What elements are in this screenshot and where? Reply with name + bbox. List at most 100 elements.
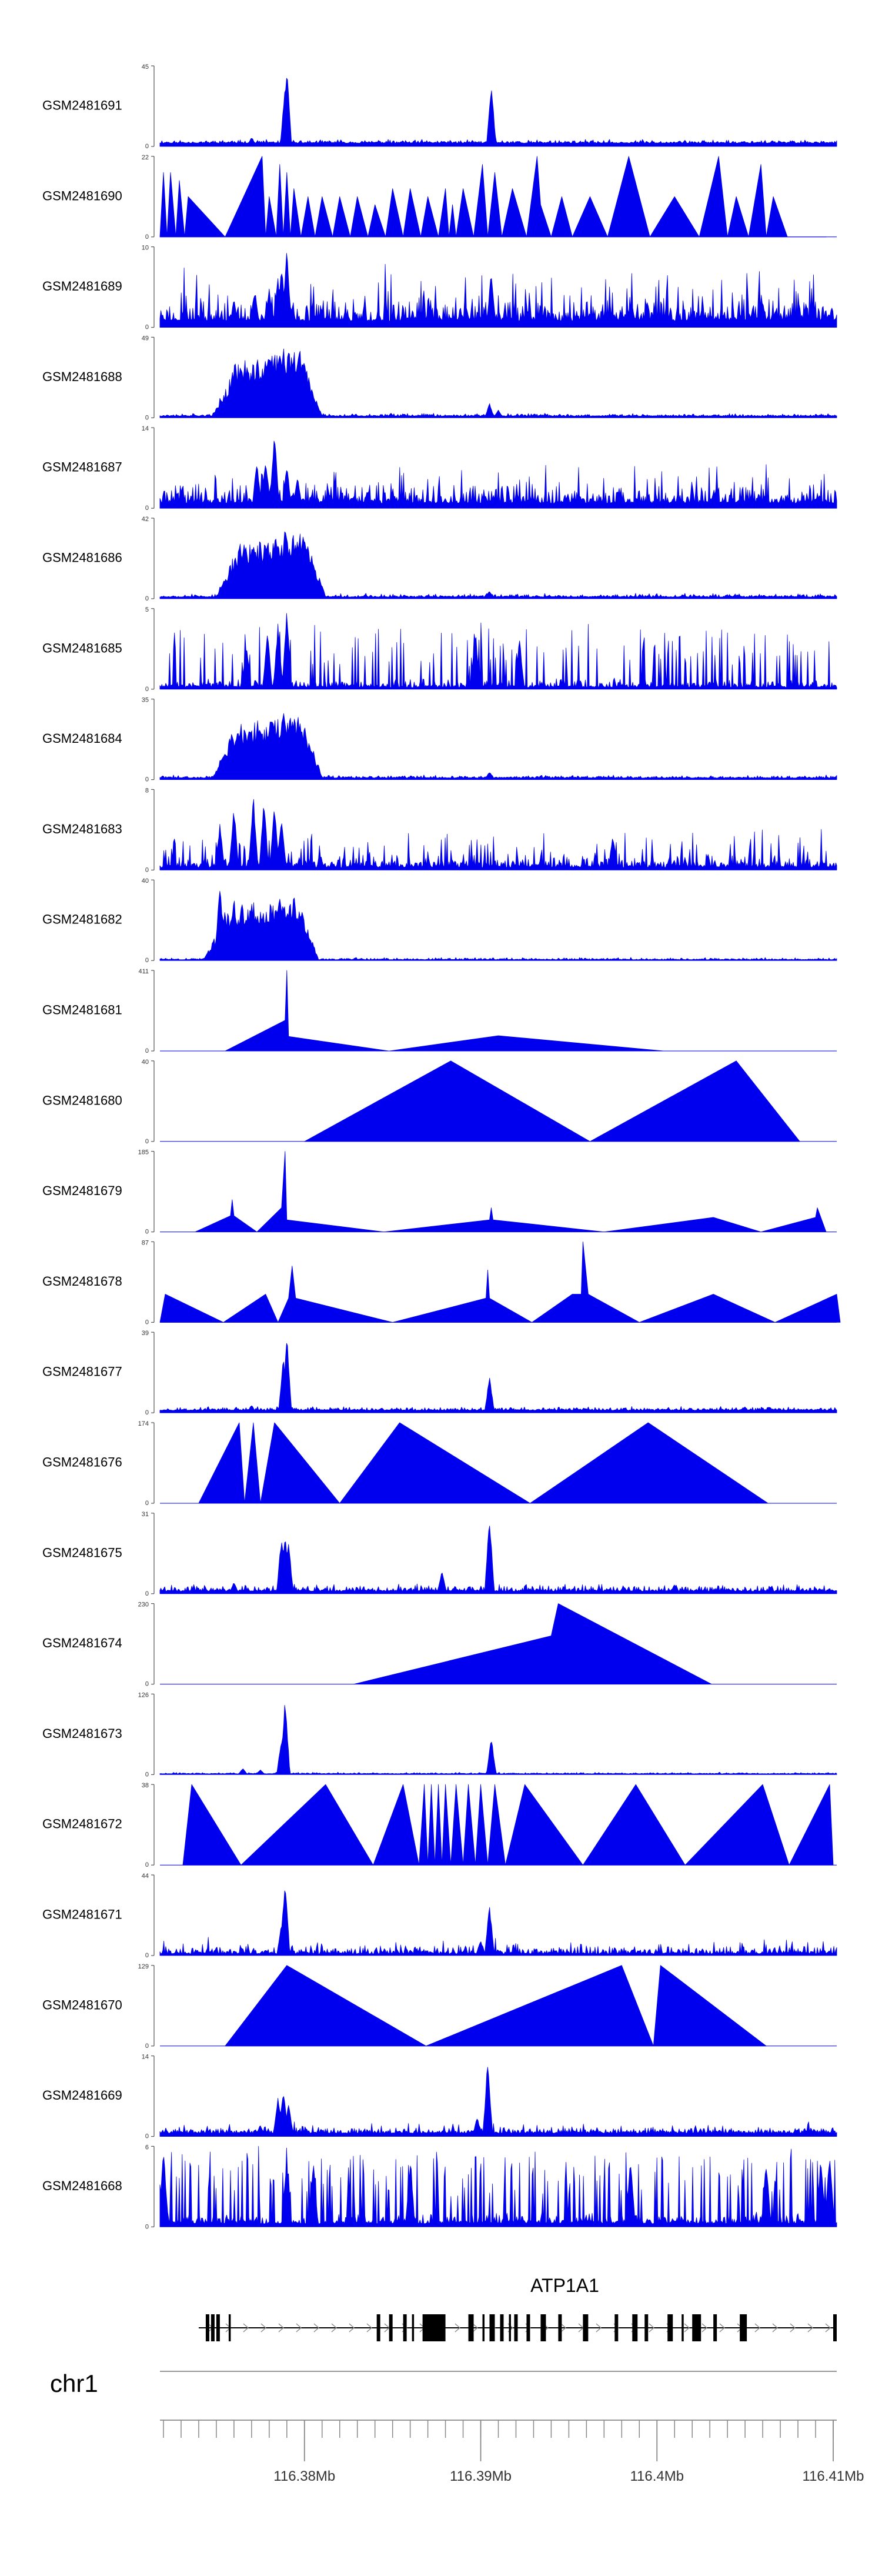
track-label: GSM2481688 xyxy=(42,369,122,384)
strand-arrow-icon xyxy=(349,2323,355,2333)
track-label: GSM2481675 xyxy=(42,1545,122,1560)
track-GSM2481685: GSM2481685 5 0 xyxy=(42,606,837,693)
y-tick-label-zero: 0 xyxy=(145,233,149,241)
exon-block xyxy=(509,2314,511,2341)
coverage-area xyxy=(159,441,837,509)
y-tick-label-zero: 0 xyxy=(145,686,149,693)
track-GSM2481673: GSM2481673 126 0 xyxy=(42,1691,837,1778)
coverage-area xyxy=(159,890,837,961)
y-tick-label-zero: 0 xyxy=(145,414,149,421)
exon-block xyxy=(211,2314,215,2341)
y-tick-label-zero: 0 xyxy=(145,324,149,331)
track-GSM2481681: GSM2481681 411 0 xyxy=(42,968,837,1055)
coverage-area xyxy=(159,1242,841,1323)
chromosome-label: chr1 xyxy=(50,2370,98,2397)
track-GSM2481682: GSM2481682 40 0 xyxy=(42,877,837,964)
track-label: GSM2481677 xyxy=(42,1364,122,1379)
y-tick-label-max: 42 xyxy=(142,516,149,523)
coverage-area xyxy=(304,1060,800,1142)
track-GSM2481676: GSM2481676 174 0 xyxy=(42,1420,837,1507)
coverage-area xyxy=(159,799,837,870)
track-label: GSM2481669 xyxy=(42,2088,122,2103)
exon-block xyxy=(583,2314,589,2341)
y-tick-label-zero: 0 xyxy=(145,1409,149,1416)
y-tick-label-max: 49 xyxy=(142,335,149,342)
track-GSM2481672: GSM2481672 38 0 xyxy=(42,1782,837,1868)
strand-arrow-icon xyxy=(649,2323,655,2333)
y-tick-label-max: 40 xyxy=(142,1059,149,1066)
coverage-area xyxy=(195,1151,827,1232)
strand-arrow-icon xyxy=(243,2323,249,2333)
y-tick-label-max: 39 xyxy=(142,1330,149,1337)
exon-block xyxy=(489,2314,495,2341)
y-tick-label-zero: 0 xyxy=(145,776,149,783)
strand-arrow-icon xyxy=(684,2323,690,2333)
track-label: GSM2481689 xyxy=(42,279,122,293)
y-tick-label-zero: 0 xyxy=(145,1590,149,1597)
track-label: GSM2481685 xyxy=(42,640,122,655)
exon-block xyxy=(228,2314,231,2341)
strand-arrow-icon xyxy=(455,2323,461,2333)
track-GSM2481688: GSM2481688 49 0 xyxy=(42,335,837,421)
coverage-area xyxy=(159,1343,837,1413)
exon-block xyxy=(614,2314,619,2341)
y-tick-label-max: 35 xyxy=(142,697,149,704)
y-tick-label-max: 14 xyxy=(142,425,149,432)
strand-arrow-icon xyxy=(260,2323,267,2333)
track-label: GSM2481681 xyxy=(42,1003,122,1017)
y-tick-label-max: 230 xyxy=(138,1601,149,1609)
track-GSM2481680: GSM2481680 40 0 xyxy=(42,1059,837,1145)
y-tick-label-max: 38 xyxy=(142,1782,149,1789)
coverage-area xyxy=(159,2146,837,2227)
exon-block xyxy=(403,2314,407,2341)
track-GSM2481674: GSM2481674 230 0 xyxy=(42,1601,837,1688)
coverage-area xyxy=(159,78,837,147)
exon-block xyxy=(500,2314,504,2341)
x-tick-label: 116.41Mb xyxy=(803,2468,864,2484)
x-tick-label: 116.38Mb xyxy=(273,2468,335,2484)
exon-block xyxy=(216,2314,220,2341)
gene-model-track: ATP1A1 xyxy=(198,2275,837,2341)
coverage-area xyxy=(159,613,837,690)
coverage-area xyxy=(198,1422,769,1504)
exon-block xyxy=(713,2314,717,2341)
y-tick-label-zero: 0 xyxy=(145,866,149,873)
y-tick-label-max: 40 xyxy=(142,877,149,885)
track-GSM2481669: GSM2481669 14 0 xyxy=(42,2054,837,2140)
track-GSM2481671: GSM2481671 44 0 xyxy=(42,1873,837,1959)
track-label: GSM2481671 xyxy=(42,1907,122,1922)
y-tick-label-zero: 0 xyxy=(145,1771,149,1778)
track-label: GSM2481687 xyxy=(42,460,122,475)
exon-block xyxy=(558,2314,562,2341)
y-tick-label-zero: 0 xyxy=(145,1681,149,1688)
y-tick-label-max: 6 xyxy=(145,2144,149,2151)
y-tick-label-max: 5 xyxy=(145,606,149,613)
coverage-area xyxy=(159,156,827,238)
coverage-area xyxy=(159,1705,837,1775)
strand-arrow-icon xyxy=(772,2323,779,2333)
y-tick-label-zero: 0 xyxy=(145,2043,149,2050)
track-label: GSM2481691 xyxy=(42,98,122,113)
strand-arrow-icon xyxy=(719,2323,726,2333)
y-tick-label-max: 10 xyxy=(142,245,149,252)
strand-arrow-icon xyxy=(754,2323,761,2333)
track-GSM2481679: GSM2481679 185 0 xyxy=(42,1149,837,1236)
coverage-area xyxy=(159,713,837,780)
strand-arrow-icon xyxy=(701,2323,708,2333)
track-GSM2481683: GSM2481683 8 0 xyxy=(42,787,837,873)
track-GSM2481670: GSM2481670 129 0 xyxy=(42,1963,837,2050)
y-tick-label-max: 8 xyxy=(145,787,149,794)
data-tracks: GSM2481691450GSM2481690220GSM2481689100G… xyxy=(42,64,841,2230)
y-tick-label-zero: 0 xyxy=(145,143,149,150)
track-label: GSM2481684 xyxy=(42,731,122,746)
coverage-area xyxy=(353,1603,712,1684)
y-tick-label-zero: 0 xyxy=(145,1138,149,1145)
y-tick-label-max: 44 xyxy=(142,1873,149,1880)
track-label: GSM2481683 xyxy=(42,822,122,836)
exon-block xyxy=(681,2314,684,2341)
y-tick-label-zero: 0 xyxy=(145,957,149,964)
gene-name: ATP1A1 xyxy=(530,2275,599,2296)
y-tick-label-max: 45 xyxy=(142,64,149,71)
exon-block xyxy=(667,2314,673,2341)
